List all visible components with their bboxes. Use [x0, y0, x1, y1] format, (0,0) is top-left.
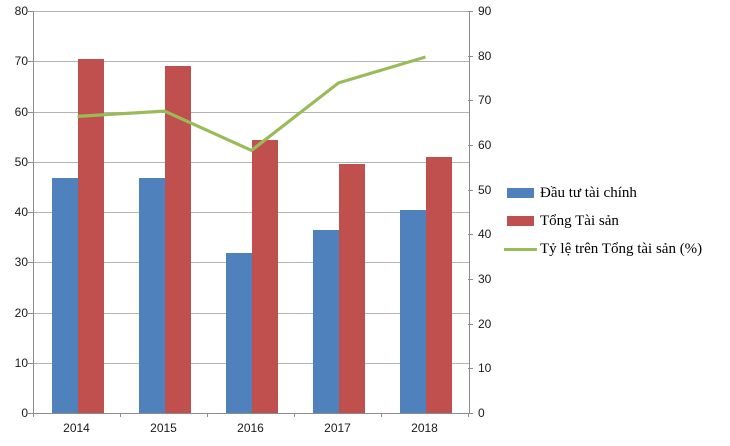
x-axis-tickmark	[468, 413, 469, 417]
legend-item-tong-tai-san: Tổng Tài sản	[504, 207, 702, 235]
x-axis-category-label: 2016	[237, 421, 264, 435]
bar-2018	[425, 157, 452, 413]
legend-label: Tỷ lệ trên Tổng tài sản (%)	[540, 240, 703, 257]
y-axis-right-tick-label: 30	[478, 272, 492, 286]
y-axis-right-tick-label: 0	[478, 406, 485, 420]
y-axis-left-tick-label: 50	[14, 154, 28, 169]
bar-2014	[51, 178, 78, 413]
y-axis-left-tickmark	[28, 111, 33, 113]
y-axis-right-tickmark	[468, 279, 473, 280]
y-axis-right-tickmark	[468, 145, 473, 146]
legend: Đầu tư tài chính Tổng Tài sản Tỷ lệ trên…	[504, 179, 702, 263]
y-axis-right-tick-label: 90	[478, 4, 492, 18]
y-axis-right-tickmark	[468, 11, 473, 12]
y-axis-left-tick-label: 30	[14, 255, 28, 270]
y-axis-left-tickmark	[28, 161, 33, 163]
bar-2014	[77, 59, 104, 413]
y-axis-left-tick-label: 70	[14, 54, 28, 69]
y-axis-right-tickmark	[468, 413, 473, 414]
bar-2017	[312, 229, 339, 413]
y-axis-left-tick-label: 40	[14, 205, 28, 219]
y-axis-left-tickmark	[28, 413, 33, 414]
y-axis-right-tickmark	[468, 323, 473, 325]
y-axis-right-tickmark	[468, 55, 473, 57]
y-axis-left-tick-label: 80	[14, 4, 28, 18]
x-axis-tickmark	[33, 413, 34, 417]
legend-bar-swatch-blue	[504, 188, 537, 198]
y-axis-right-tickmark	[468, 234, 473, 236]
x-axis-tickmark	[120, 413, 121, 417]
legend-bar-swatch-red	[504, 216, 537, 226]
y-axis-left-tickmark	[28, 212, 33, 213]
legend-label: Tổng Tài sản	[540, 212, 619, 229]
y-axis-right-tick-label: 70	[478, 93, 492, 108]
x-axis-tickmark	[381, 413, 382, 417]
bar-2018	[399, 210, 426, 413]
y-axis-right-tick-label: 40	[478, 227, 492, 242]
y-axis-right-tickmark	[468, 100, 473, 102]
x-axis-category-label: 2015	[150, 421, 177, 435]
bar-2016	[251, 139, 278, 413]
y-axis-left-tickmark	[28, 312, 33, 314]
y-axis-right-tick-label: 50	[478, 182, 492, 197]
y-axis-right-tick-label: 60	[478, 138, 492, 152]
legend-line-swatch-olive	[504, 247, 537, 251]
plot-area	[33, 11, 470, 414]
y-axis-right-tickmark	[468, 368, 473, 370]
bar-2017	[338, 164, 365, 413]
y-axis-right-tick-label: 80	[478, 48, 492, 63]
x-axis-tickmark	[207, 413, 208, 417]
y-axis-left-tickmark	[28, 61, 33, 63]
x-axis-category-label: 2014	[63, 421, 90, 435]
y-axis-left-tick-label: 60	[14, 104, 28, 119]
gridline	[34, 11, 469, 12]
bar-2015	[138, 178, 165, 413]
legend-item-dau-tu-tai-chinh: Đầu tư tài chính	[504, 179, 702, 207]
x-axis-category-label: 2017	[324, 421, 351, 435]
bar-2016	[225, 252, 252, 413]
y-axis-left-tick-label: 0	[21, 406, 28, 420]
x-axis-category-label: 2018	[411, 421, 438, 435]
y-axis-left-tick-label: 10	[14, 355, 28, 370]
y-axis-left-tickmark	[28, 262, 33, 264]
legend-label: Đầu tư tài chính	[540, 184, 637, 201]
y-axis-left-tick-label: 20	[14, 305, 28, 320]
legend-item-ty-le: Tỷ lệ trên Tổng tài sản (%)	[504, 235, 702, 263]
y-axis-left-tickmark	[28, 11, 33, 12]
bar-2015	[164, 65, 191, 413]
y-axis-right-tick-label: 10	[478, 361, 492, 376]
y-axis-right-tickmark	[468, 189, 473, 191]
y-axis-right-tick-label: 20	[478, 316, 492, 331]
y-axis-left-tickmark	[28, 362, 33, 364]
x-axis-tickmark	[294, 413, 295, 417]
